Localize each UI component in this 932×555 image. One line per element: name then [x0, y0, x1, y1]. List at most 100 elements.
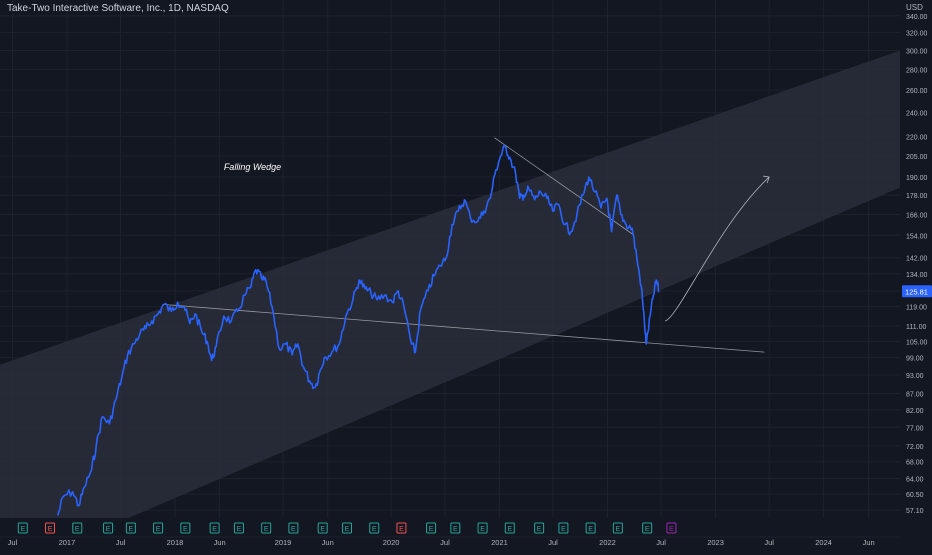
event-marker: [209, 522, 220, 534]
y-tick-label: 320.00: [906, 31, 928, 38]
event-marker-label: E: [453, 526, 458, 533]
event-marker-label: E: [48, 526, 53, 533]
event-marker: [585, 522, 596, 534]
y-tick-label: 280.00: [906, 68, 928, 75]
event-marker: [317, 522, 328, 534]
event-marker-label: E: [264, 526, 269, 533]
event-marker: [45, 522, 56, 534]
y-tick-label: 260.00: [906, 88, 928, 95]
x-tick-label: 2017: [59, 538, 76, 547]
y-tick-label: 178.00: [906, 193, 928, 200]
event-marker-label: E: [537, 526, 542, 533]
event-marker-label: E: [588, 526, 593, 533]
plot-area: Falling Wedge: [0, 0, 900, 518]
x-tick-label: 2019: [275, 538, 292, 547]
currency-label: USD: [906, 3, 923, 12]
event-marker: [125, 522, 136, 534]
event-marker-label: E: [345, 526, 350, 533]
x-tick-label: Jul: [656, 538, 666, 547]
x-tick-label: 2022: [599, 538, 616, 547]
channel-band: [0, 50, 900, 518]
event-marker: [17, 522, 28, 534]
event-marker: [396, 522, 407, 534]
y-tick-label: 240.00: [906, 110, 928, 117]
event-marker-label: E: [320, 526, 325, 533]
y-tick-label: 154.00: [906, 233, 928, 240]
x-tick-label: Jun: [322, 538, 334, 547]
trendline: [162, 303, 765, 353]
x-tick-label: Jul: [116, 538, 126, 547]
event-marker: [477, 522, 488, 534]
event-marker: [369, 522, 380, 534]
y-tick-label: 166.00: [906, 212, 928, 219]
projection-arrow: [665, 176, 770, 322]
x-tick-label: Jul: [8, 538, 18, 547]
event-marker: [558, 522, 569, 534]
x-tick-label: 2020: [383, 538, 400, 547]
y-tick-label: 64.00: [906, 477, 924, 484]
x-tick-label: Jul: [764, 538, 774, 547]
event-marker: [666, 522, 677, 534]
y-tick-label: 300.00: [906, 49, 928, 56]
event-marker-label: E: [399, 526, 404, 533]
event-marker-label: E: [372, 526, 377, 533]
y-tick-label: 68.00: [906, 460, 924, 467]
event-marker-label: E: [183, 526, 188, 533]
y-tick-label: 205.00: [906, 154, 928, 161]
event-marker: [180, 522, 191, 534]
last-price-label: 125.81: [905, 287, 928, 296]
projection-arrowhead: [763, 175, 770, 184]
event-marker-label: E: [129, 526, 134, 533]
y-tick-label: 93.00: [906, 373, 924, 380]
event-marker: [426, 522, 437, 534]
event-marker: [450, 522, 461, 534]
y-tick-label: 119.00: [906, 305, 927, 312]
y-tick-label: 77.00: [906, 425, 924, 432]
event-marker: [72, 522, 83, 534]
event-marker: [341, 522, 352, 534]
event-marker-label: E: [291, 526, 296, 533]
x-tick-label: 2021: [491, 538, 508, 547]
event-marker-label: E: [480, 526, 485, 533]
annotation-falling-wedge: Falling Wedge: [224, 162, 281, 172]
event-marker: [534, 522, 545, 534]
event-marker-label: E: [669, 526, 674, 533]
event-marker-label: E: [237, 526, 242, 533]
event-marker: [153, 522, 164, 534]
time-axis: [0, 518, 932, 550]
y-tick-label: 142.00: [906, 256, 928, 263]
event-marker-label: E: [429, 526, 434, 533]
y-tick-label: 111.00: [906, 324, 926, 331]
event-marker-label: E: [561, 526, 566, 533]
x-tick-label: 2018: [167, 538, 184, 547]
y-tick-label: 190.00: [906, 175, 928, 182]
event-marker: [261, 522, 272, 534]
symbol-title: Take-Two Interactive Software, Inc., 1D,…: [7, 3, 229, 14]
event-marker-label: E: [507, 526, 512, 533]
y-tick-label: 60.50: [906, 492, 924, 499]
x-tick-label: Jul: [548, 538, 558, 547]
event-marker: [233, 522, 244, 534]
y-tick-label: 99.00: [906, 356, 924, 363]
x-tick-label: Jul: [440, 538, 450, 547]
event-marker: [504, 522, 515, 534]
event-marker-label: E: [20, 526, 25, 533]
y-tick-label: 87.00: [906, 391, 924, 398]
x-tick-label: 2023: [707, 538, 724, 547]
event-marker: [103, 522, 114, 534]
event-marker: [288, 522, 299, 534]
last-price-badge: [902, 285, 932, 298]
event-marker-label: E: [616, 526, 621, 533]
price-axis: [900, 0, 932, 550]
y-tick-label: 134.00: [906, 272, 928, 279]
event-marker-label: E: [75, 526, 80, 533]
x-tick-label: 2024: [815, 538, 832, 547]
event-marker-label: E: [106, 526, 111, 533]
event-marker: [642, 522, 653, 534]
y-tick-label: 105.00: [906, 339, 928, 346]
y-tick-label: 72.00: [906, 444, 924, 451]
event-marker-label: E: [156, 526, 161, 533]
event-marker: [612, 522, 623, 534]
